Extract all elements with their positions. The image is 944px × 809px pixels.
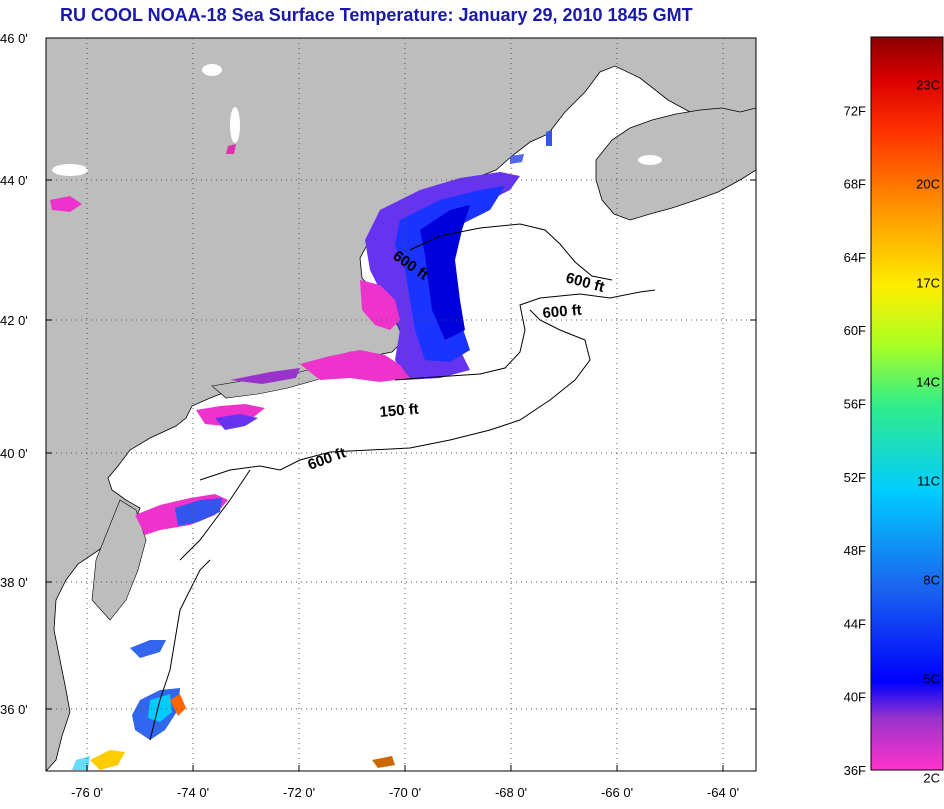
colorbar-c-label: 8C bbox=[923, 572, 940, 587]
latitude-labels: 46 0' 44 0' 42 0' 40 0' 38 0' 36 0' bbox=[0, 31, 28, 717]
lon-label: -72 0' bbox=[283, 785, 315, 800]
sst-imagery bbox=[50, 130, 552, 770]
colorbar-c-label: 14C bbox=[916, 375, 940, 390]
contour-label: 600 ft bbox=[542, 302, 583, 322]
colorbar-c-label: 2C bbox=[923, 770, 940, 785]
lon-label: -66 0' bbox=[601, 785, 633, 800]
colorbar-f-label: 60F bbox=[844, 323, 866, 338]
longitude-labels: -76 0' -74 0' -72 0' -70 0' -68 0' -66 0… bbox=[71, 785, 739, 800]
map-title: RU COOL NOAA-18 Sea Surface Temperature:… bbox=[60, 5, 693, 25]
colorbar-f-label: 68F bbox=[844, 177, 866, 192]
colorbar-f-label: 40F bbox=[844, 690, 866, 705]
colorbar-f-label: 56F bbox=[844, 397, 866, 412]
lon-label: -70 0' bbox=[389, 785, 421, 800]
lat-label: 46 0' bbox=[0, 31, 28, 46]
colorbar-celsius-labels: 23C 20C 17C 14C 11C 8C 5C 2C bbox=[916, 78, 940, 786]
colorbar-fahrenheit-labels: 72F 68F 64F 60F 56F 52F 48F 44F 40F 36F bbox=[844, 103, 866, 778]
map-frame bbox=[45, 37, 757, 772]
contour-label: 150 ft bbox=[379, 401, 420, 421]
colorbar-f-label: 48F bbox=[844, 543, 866, 558]
colorbar-c-label: 11C bbox=[917, 473, 940, 488]
lat-label: 42 0' bbox=[0, 313, 28, 328]
lon-label: -76 0' bbox=[71, 785, 103, 800]
lat-label: 38 0' bbox=[0, 575, 28, 590]
lake-2 bbox=[230, 107, 240, 143]
colorbar-f-label: 44F bbox=[844, 616, 866, 631]
lon-label: -74 0' bbox=[177, 785, 209, 800]
bathymetry-contours bbox=[149, 223, 656, 741]
colorbar-f-label: 64F bbox=[844, 250, 866, 265]
lon-label: -64 0' bbox=[707, 785, 739, 800]
graticule bbox=[46, 38, 756, 771]
colorbar-f-label: 52F bbox=[844, 470, 866, 485]
tick-marks bbox=[46, 37, 756, 771]
lat-label: 40 0' bbox=[0, 446, 28, 461]
lat-label: 44 0' bbox=[0, 173, 28, 188]
lake-4 bbox=[638, 155, 662, 165]
colorbar-c-label: 5C bbox=[923, 671, 940, 686]
lake-1 bbox=[202, 64, 222, 76]
land-nova-scotia bbox=[595, 107, 756, 221]
colorbar-c-label: 23C bbox=[916, 78, 940, 93]
lon-label: -68 0' bbox=[495, 785, 527, 800]
lat-label: 36 0' bbox=[0, 702, 28, 717]
colorbar-c-label: 20C bbox=[916, 177, 940, 192]
colorbar-f-label: 36F bbox=[844, 763, 866, 778]
colorbar-c-label: 17C bbox=[916, 276, 940, 291]
colorbar bbox=[870, 36, 944, 771]
lake-3 bbox=[52, 164, 88, 176]
colorbar-f-label: 72F bbox=[844, 103, 866, 118]
